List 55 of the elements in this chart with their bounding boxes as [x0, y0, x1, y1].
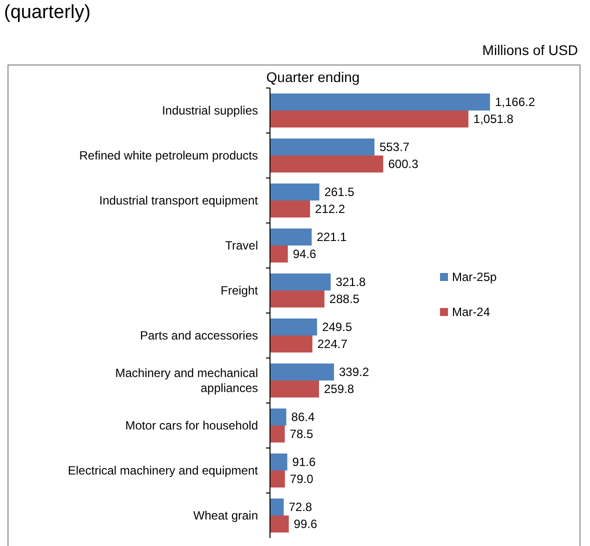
legend-title: Quarter ending — [266, 69, 360, 85]
y-tick-label: Electrical machinery and equipment — [68, 464, 259, 478]
data-label: 224.7 — [317, 337, 348, 352]
data-label: 91.6 — [292, 455, 316, 470]
data-label: 321.8 — [336, 275, 366, 290]
data-label: 94.6 — [292, 247, 317, 262]
data-label: 249.5 — [322, 320, 352, 334]
data-label: 78.5 — [290, 427, 314, 442]
y-tick-label: Industrial transport equipment — [99, 194, 259, 208]
bar — [270, 408, 286, 426]
bar — [270, 516, 289, 532]
bar — [270, 470, 285, 488]
bar — [270, 498, 284, 516]
text: (quarterly) — [4, 2, 91, 23]
data-label: 99.6 — [294, 517, 318, 532]
y-tick-label: Refined white petroleum products — [79, 148, 258, 163]
y-tick-label: Industrial supplies — [162, 104, 258, 118]
y-tick-label: Motor cars for household — [125, 418, 258, 433]
bar — [270, 364, 334, 380]
data-label: 79.0 — [290, 472, 314, 486]
y-tick-label: Parts and accessories — [140, 328, 258, 343]
bar — [270, 184, 320, 200]
bar — [270, 94, 490, 110]
bar — [270, 380, 320, 398]
y-tick-label: Freight — [220, 284, 259, 298]
bar — [270, 336, 312, 352]
text: Millions of USD — [482, 42, 578, 58]
y-tick-label: Travel — [225, 238, 258, 253]
data-label: 221.1 — [316, 230, 348, 244]
bar — [270, 426, 285, 442]
data-label: 72.8 — [288, 500, 312, 514]
bar — [270, 156, 384, 172]
bar — [270, 246, 288, 262]
legend-label: Mar-25p — [452, 270, 498, 284]
data-label: 553.7 — [379, 140, 410, 154]
data-label: 212.2 — [315, 202, 346, 216]
bar — [270, 290, 324, 308]
data-label: 288.5 — [329, 292, 360, 306]
bar — [270, 110, 468, 128]
data-label: 600.3 — [388, 157, 419, 172]
data-label: 261.5 — [324, 185, 355, 200]
bar — [270, 318, 318, 336]
bar — [270, 274, 331, 290]
bar — [270, 228, 312, 246]
bar — [270, 454, 288, 470]
legend-label: Mar-24 — [452, 305, 490, 320]
data-label: 1,051.8 — [473, 112, 514, 126]
y-tick-label: Wheat grain — [193, 508, 258, 523]
bar — [270, 200, 310, 218]
data-label: 339.2 — [338, 365, 370, 380]
data-label: 86.4 — [291, 410, 315, 424]
y-tick-label: Machinery and mechanical appliances — [115, 366, 258, 396]
bar — [270, 138, 374, 156]
data-label: 1,166.2 — [495, 95, 536, 110]
data-label: 259.8 — [324, 382, 354, 396]
